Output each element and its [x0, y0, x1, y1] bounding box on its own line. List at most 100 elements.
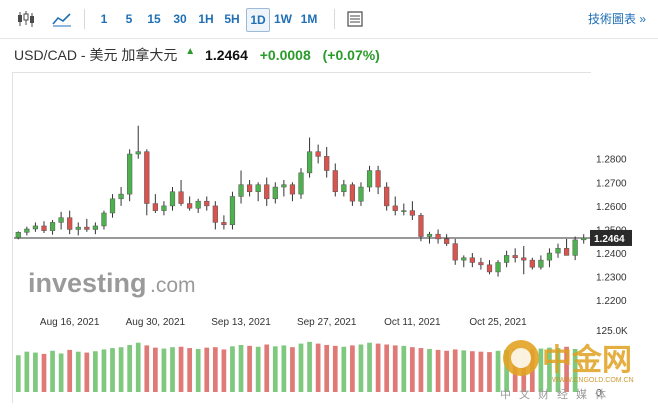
volume-bar [67, 349, 73, 392]
volume-bar [187, 348, 192, 392]
candle-body [418, 215, 424, 237]
volume-bar [555, 348, 561, 392]
volume-bar [58, 353, 64, 392]
volume-bar [332, 345, 338, 392]
volume-bar [247, 345, 252, 392]
candle-body [169, 191, 176, 207]
investing-watermark-suffix: .com [150, 274, 196, 297]
volume-bar [93, 351, 98, 392]
candle-body [109, 198, 116, 214]
candle-body [281, 184, 287, 188]
interval-5h[interactable]: 5H [224, 12, 240, 26]
candle-body [289, 184, 296, 195]
candle-body [572, 239, 578, 256]
volume-bar [392, 345, 398, 392]
investing-watermark: investing [28, 268, 147, 298]
interval-1h[interactable]: 1H [198, 12, 214, 26]
candle-body [187, 203, 193, 209]
price-tick-label: 1.2300 [596, 273, 627, 284]
candle-body [101, 212, 107, 227]
current-price-label: 1.2464 [594, 234, 625, 245]
candle-body [306, 151, 313, 174]
candle-body [152, 203, 158, 211]
price-tick-label: 1.2700 [596, 178, 627, 189]
cngold-watermark-tagline: 中文财经媒体 [500, 387, 614, 401]
volume-bar [350, 345, 355, 392]
x-axis-label: Sep 13, 2021 [211, 317, 271, 328]
header-divider [0, 38, 658, 39]
volume-bar [290, 347, 295, 392]
candle-body [298, 172, 304, 195]
interval-1d[interactable]: 1D [246, 8, 270, 32]
table-icon[interactable] [344, 8, 366, 30]
toolbar-separator [84, 9, 85, 29]
area-chart-icon[interactable] [50, 8, 74, 30]
interval-15[interactable]: 15 [147, 12, 161, 26]
candle-body [529, 259, 535, 268]
volume-bar [384, 344, 390, 392]
volume-bar [84, 352, 90, 392]
candle-body [161, 205, 167, 211]
chart-toolbar: 1 5 15 30 1H 5H 1D 1W 1M 技術圖表 » [0, 0, 658, 38]
candle-body [581, 237, 587, 241]
x-axis-label: Oct 25, 2021 [469, 317, 527, 328]
x-axis-label: Aug 30, 2021 [126, 317, 186, 328]
volume-bar [41, 353, 47, 392]
candlestick-icon[interactable] [14, 8, 38, 30]
candle-body [349, 184, 356, 202]
interval-5[interactable]: 5 [125, 12, 133, 26]
candle-body [229, 196, 236, 226]
volume-tick-label: 0 [596, 388, 602, 399]
interval-1[interactable]: 1 [100, 12, 108, 26]
candle-body [246, 184, 253, 192]
candle-body [452, 243, 458, 261]
volume-bar [178, 346, 184, 392]
volume-bar [195, 348, 201, 392]
volume-bar [452, 349, 458, 392]
price-tick-label: 1.2600 [596, 202, 627, 213]
interval-30[interactable]: 30 [173, 12, 187, 26]
candle-body [15, 232, 21, 238]
candle-body [563, 248, 570, 256]
quote-header: USD/CAD - 美元 加拿大元 ▲ 1.2464 +0.0008 (+0.0… [14, 44, 380, 66]
price-change-percent: (+0.07%) [322, 47, 380, 63]
volume-bar [444, 350, 449, 392]
volume-bar [564, 346, 569, 392]
volume-tick-label: 125.0K [596, 326, 628, 337]
price-change: +0.0008 [259, 47, 311, 63]
candle-body [469, 257, 475, 263]
volume-bar [75, 351, 81, 392]
volume-bar [204, 347, 210, 392]
candle-body [255, 184, 261, 192]
current-price-box [590, 229, 632, 246]
candle-body [512, 255, 518, 259]
candle-body [409, 210, 415, 216]
candle-body [212, 205, 218, 223]
volume-bar [153, 347, 158, 392]
volume-bar [135, 342, 141, 392]
candle-body [272, 186, 278, 200]
candle-body [315, 151, 321, 157]
volume-bar [495, 350, 501, 392]
volume-bar [307, 341, 312, 392]
volume-bar [358, 344, 364, 392]
candle-body [461, 257, 467, 261]
volume-bar [24, 351, 30, 392]
volume-bar [427, 348, 432, 392]
candle-body [144, 151, 150, 204]
candle-body [221, 222, 227, 226]
technical-chart-link[interactable]: 技術圖表 » [587, 12, 646, 26]
volume-bar [572, 348, 578, 392]
volume-bar [110, 348, 115, 392]
candle-body [32, 225, 39, 230]
interval-1w[interactable]: 1W [274, 12, 292, 26]
volume-bar [547, 347, 552, 392]
candle-body [366, 170, 373, 188]
candle-body [135, 151, 141, 155]
cngold-watermark-url: WWW.CNGOLD.COM.CN [552, 377, 634, 384]
interval-1m[interactable]: 1M [300, 12, 318, 26]
price-tick-label: 1.2400 [596, 249, 627, 260]
cngold-logo-icon-inner [511, 348, 531, 368]
volume-bar [298, 343, 304, 392]
